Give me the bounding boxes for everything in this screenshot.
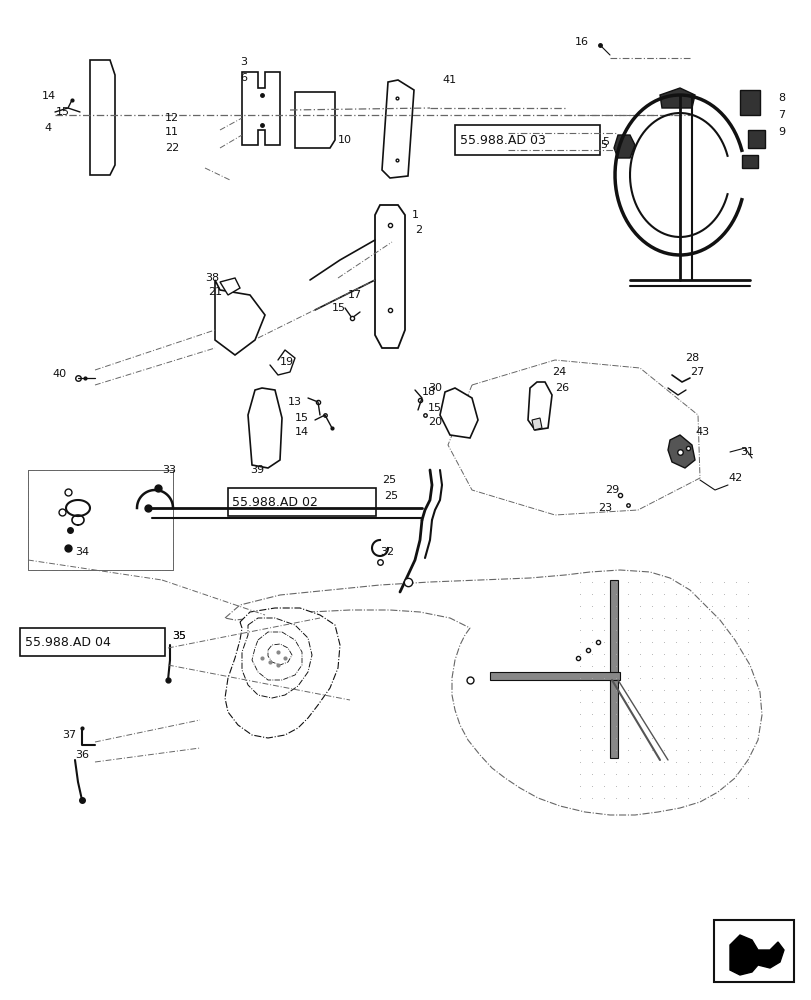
Text: 5: 5: [599, 140, 607, 150]
Text: 35: 35: [172, 631, 186, 641]
Polygon shape: [220, 278, 240, 295]
Text: 25: 25: [381, 475, 396, 485]
Text: 15: 15: [332, 303, 345, 313]
Text: 30: 30: [427, 383, 441, 393]
Bar: [28, 470, 173, 570]
Text: 36: 36: [75, 750, 89, 760]
Bar: [228, 488, 375, 516]
Polygon shape: [225, 608, 340, 738]
Polygon shape: [741, 155, 757, 168]
Polygon shape: [440, 388, 478, 438]
Polygon shape: [381, 80, 414, 178]
Text: 10: 10: [337, 135, 351, 145]
Text: 5: 5: [601, 137, 608, 147]
Polygon shape: [729, 935, 783, 975]
Polygon shape: [251, 632, 302, 680]
Text: 16: 16: [574, 37, 588, 47]
Polygon shape: [489, 672, 620, 680]
Text: 34: 34: [75, 547, 89, 557]
Polygon shape: [242, 618, 311, 698]
Text: 8: 8: [777, 93, 784, 103]
Text: 20: 20: [427, 417, 441, 427]
Text: 26: 26: [554, 383, 569, 393]
Text: 42: 42: [727, 473, 741, 483]
Text: 55.988.AD 04: 55.988.AD 04: [25, 636, 111, 648]
Text: 27: 27: [689, 367, 703, 377]
Text: 23: 23: [597, 503, 611, 513]
Text: 15: 15: [294, 413, 309, 423]
Polygon shape: [225, 570, 761, 815]
Text: 35: 35: [172, 631, 186, 641]
Polygon shape: [215, 280, 264, 355]
Polygon shape: [247, 388, 281, 468]
Text: 7: 7: [777, 110, 784, 120]
Polygon shape: [739, 90, 759, 115]
Bar: [713, 920, 793, 982]
Text: 38: 38: [204, 273, 219, 283]
Text: 6: 6: [240, 73, 247, 83]
Text: 43: 43: [694, 427, 708, 437]
Text: 12: 12: [165, 113, 179, 123]
Text: 4: 4: [44, 123, 51, 133]
Text: 22: 22: [165, 143, 179, 153]
Text: 15: 15: [56, 107, 70, 117]
Text: 37: 37: [62, 730, 76, 740]
Polygon shape: [375, 205, 405, 348]
Text: 55.988.AD 03: 55.988.AD 03: [460, 134, 545, 147]
Text: 19: 19: [280, 357, 294, 367]
Polygon shape: [268, 644, 292, 665]
Text: 21: 21: [208, 287, 222, 297]
Text: 31: 31: [739, 447, 753, 457]
Text: 39: 39: [250, 465, 264, 475]
Polygon shape: [659, 88, 694, 108]
Text: 14: 14: [294, 427, 309, 437]
Polygon shape: [531, 418, 541, 430]
Text: 32: 32: [380, 547, 393, 557]
Polygon shape: [667, 435, 694, 468]
Polygon shape: [294, 92, 335, 148]
Text: 40: 40: [52, 369, 66, 379]
Polygon shape: [448, 360, 699, 515]
Text: 17: 17: [348, 290, 362, 300]
Text: 1: 1: [411, 210, 418, 220]
Bar: [28, 470, 173, 570]
Text: 41: 41: [441, 75, 456, 85]
Polygon shape: [242, 72, 280, 145]
Polygon shape: [527, 382, 551, 430]
Text: 25: 25: [384, 491, 397, 501]
Text: 28: 28: [684, 353, 698, 363]
Bar: [454, 125, 599, 155]
Text: 24: 24: [551, 367, 565, 377]
Polygon shape: [747, 130, 764, 148]
Text: 3: 3: [240, 57, 247, 67]
Text: 2: 2: [414, 225, 422, 235]
Text: 9: 9: [777, 127, 784, 137]
Bar: [20, 628, 165, 656]
Text: 11: 11: [165, 127, 178, 137]
Polygon shape: [90, 60, 115, 175]
Polygon shape: [609, 580, 617, 758]
Text: 15: 15: [427, 403, 441, 413]
Text: 18: 18: [422, 387, 436, 397]
Text: 14: 14: [42, 91, 56, 101]
Text: 29: 29: [604, 485, 619, 495]
Polygon shape: [613, 135, 634, 158]
Text: 13: 13: [288, 397, 302, 407]
Text: 33: 33: [162, 465, 176, 475]
Text: 55.988.AD 02: 55.988.AD 02: [232, 495, 317, 508]
